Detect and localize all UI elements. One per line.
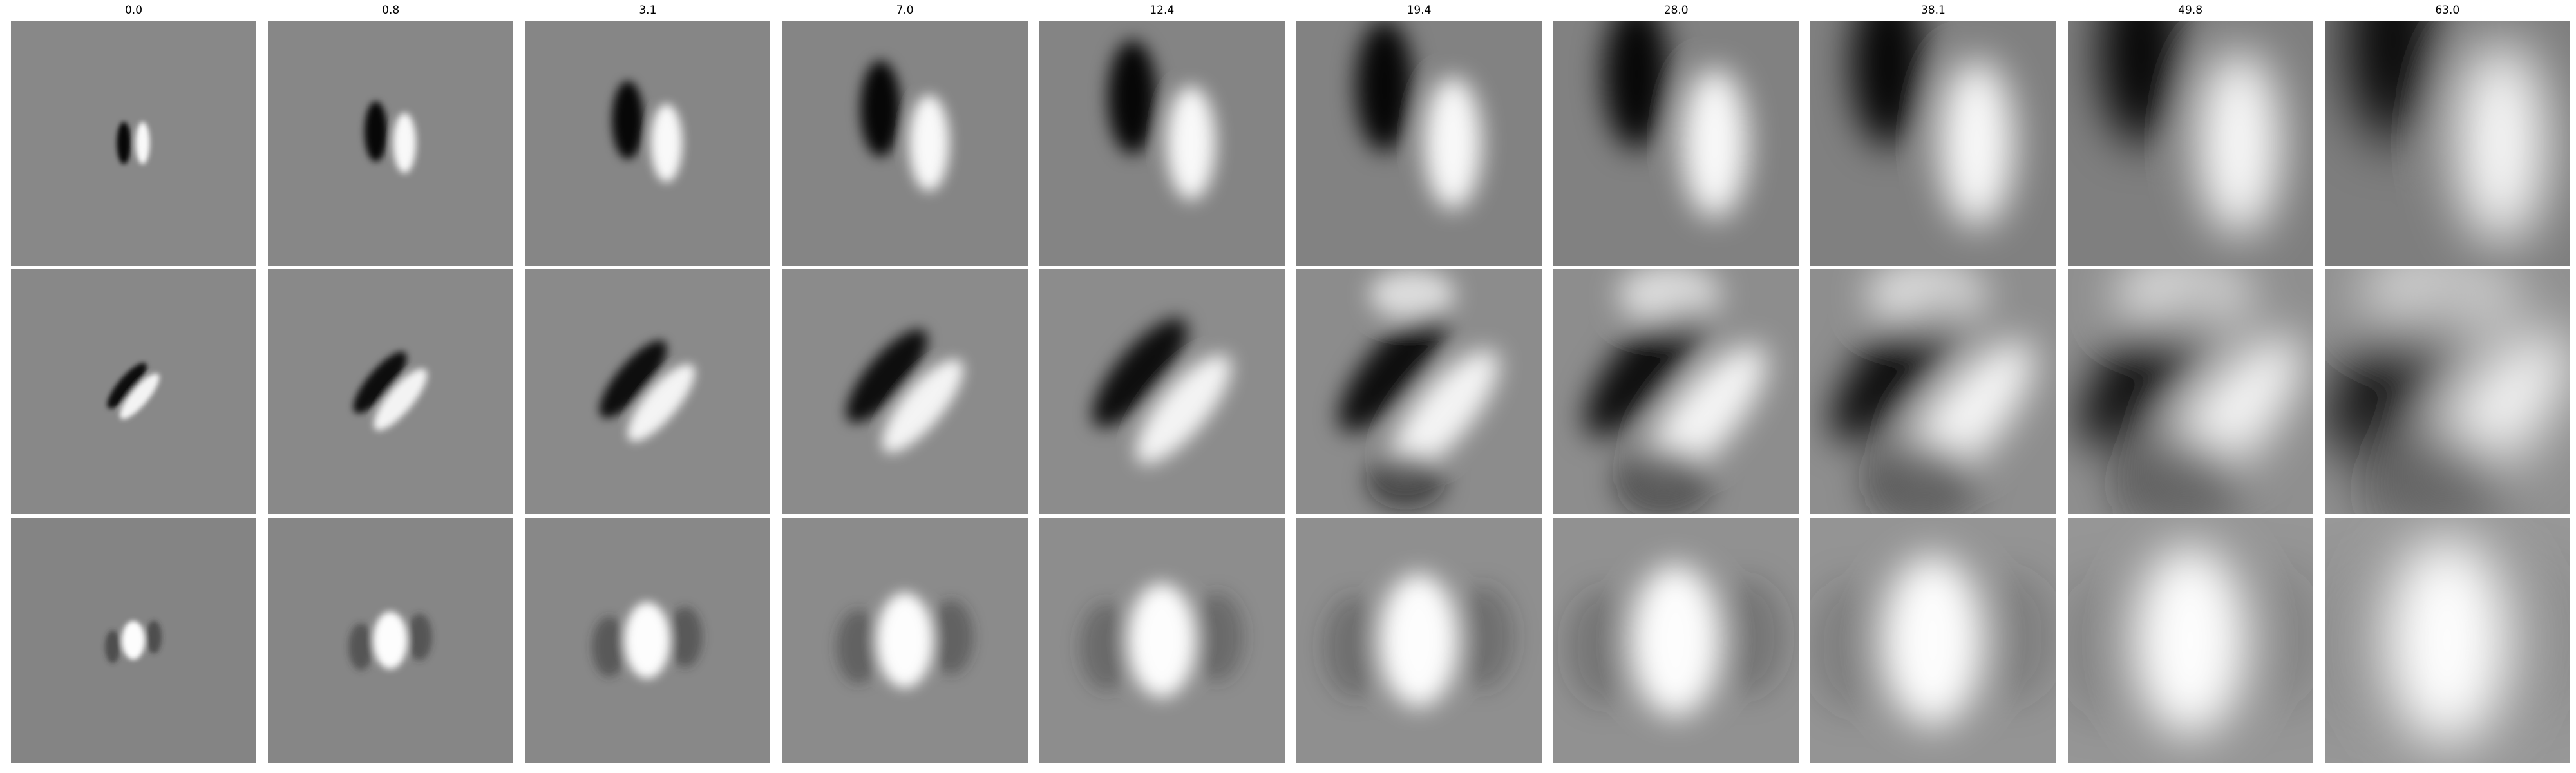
column-title: 7.0 — [782, 4, 1028, 17]
filter-tile — [1039, 518, 1285, 763]
filter-tile — [268, 518, 513, 763]
column-title: 19.4 — [1296, 4, 1542, 17]
filter-tile — [525, 518, 770, 763]
filter-tile — [268, 269, 513, 514]
filter-tile — [782, 21, 1028, 266]
filter-tile — [525, 269, 770, 514]
filter-tile — [1296, 518, 1542, 763]
column-title: 3.1 — [525, 4, 770, 17]
filter-tile — [1296, 21, 1542, 266]
filter-tile — [1553, 518, 1799, 763]
column-title: 0.0 — [11, 4, 256, 17]
column-title: 28.0 — [1553, 4, 1799, 17]
filter-tile — [1810, 269, 2056, 514]
column-title: 12.4 — [1039, 4, 1285, 17]
column-title: 63.0 — [2325, 4, 2570, 17]
filter-tile — [2068, 21, 2313, 266]
filter-tile — [1553, 21, 1799, 266]
column-title: 38.1 — [1810, 4, 2056, 17]
filter-tile — [2325, 269, 2570, 514]
filter-tile — [1553, 269, 1799, 514]
filter-tile — [525, 21, 770, 266]
filter-tile — [2325, 21, 2570, 266]
filter-tile — [1810, 21, 2056, 266]
filter-tile — [1296, 269, 1542, 514]
filter-tile — [2068, 269, 2313, 514]
filter-tile — [11, 269, 256, 514]
filter-tile — [2325, 518, 2570, 763]
filter-tile — [11, 518, 256, 763]
filter-tile — [2068, 518, 2313, 763]
filter-tile — [782, 269, 1028, 514]
column-title: 0.8 — [268, 4, 513, 17]
column-title: 49.8 — [2068, 4, 2313, 17]
filter-tile — [1810, 518, 2056, 763]
filter-tile — [1039, 21, 1285, 266]
filter-tile — [11, 21, 256, 266]
filter-tile — [268, 21, 513, 266]
filter-tile — [1039, 269, 1285, 514]
filter-tile — [782, 518, 1028, 763]
